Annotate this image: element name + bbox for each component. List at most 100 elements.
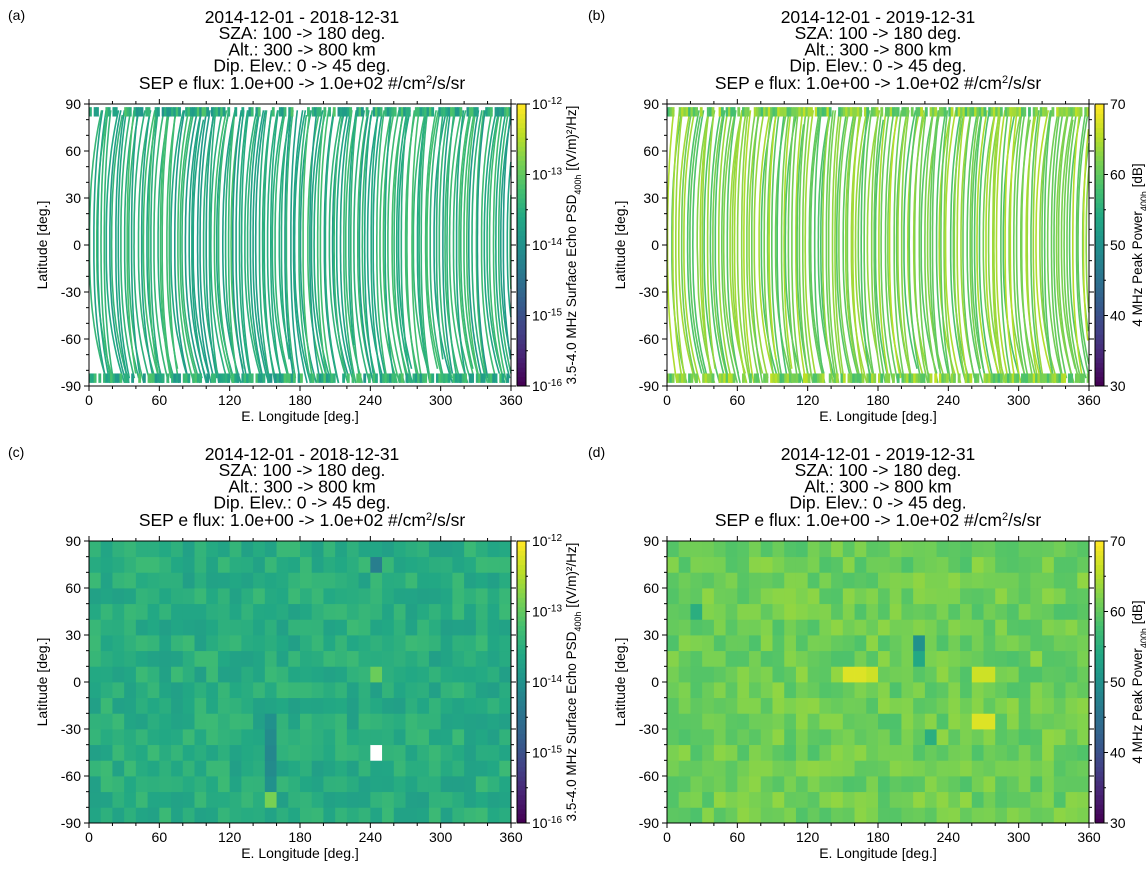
- heatmap-cell: [346, 541, 360, 558]
- polar-mark: [142, 373, 146, 383]
- heatmap-cell: [878, 556, 891, 573]
- heatmap-cell: [475, 572, 488, 589]
- heatmap-cell: [182, 619, 195, 636]
- heatmap-cell: [499, 744, 512, 761]
- heatmap-cell: [983, 776, 996, 793]
- heatmap-cell: [854, 588, 867, 605]
- heatmap-cell: [831, 572, 844, 589]
- heatmap-cell: [276, 650, 289, 667]
- heatmap-cell: [924, 666, 938, 683]
- heatmap-cell: [276, 682, 289, 699]
- polar-mark: [138, 107, 142, 117]
- y-tick-label: 60: [65, 580, 81, 596]
- polar-mark: [906, 107, 909, 117]
- track-mark: [701, 110, 713, 384]
- heatmap-cell: [960, 635, 973, 652]
- heatmap-cell: [499, 713, 512, 730]
- polar-mark: [894, 107, 898, 117]
- track-mark: [753, 110, 769, 379]
- polar-mark: [765, 373, 769, 383]
- heatmap-cell: [795, 729, 809, 746]
- heatmap-cell: [901, 666, 914, 683]
- heatmap-cell: [889, 541, 902, 558]
- heatmap-cell: [1065, 541, 1078, 558]
- heatmap-cell: [1042, 760, 1055, 777]
- x-tick-label: 120: [796, 392, 820, 408]
- polar-mark: [859, 373, 863, 383]
- polar-mark: [896, 373, 900, 383]
- heatmap-cell: [346, 744, 360, 761]
- title-line: Alt.: 300 -> 800 km: [228, 39, 375, 59]
- heatmap-cell: [936, 635, 949, 652]
- heatmap-cell: [749, 776, 762, 793]
- heatmap-cell: [300, 791, 313, 808]
- heatmap-cell: [300, 635, 313, 652]
- track-mark: [224, 110, 237, 365]
- polar-mark: [1023, 373, 1027, 383]
- polar-mark: [112, 373, 116, 383]
- heatmap-cell: [854, 697, 867, 714]
- heatmap-cell: [276, 541, 289, 558]
- heatmap-cell: [878, 650, 891, 667]
- polar-mark: [1039, 373, 1043, 383]
- track-mark: [863, 110, 876, 384]
- track-mark: [103, 110, 114, 379]
- x-tick-label: 300: [429, 392, 453, 408]
- polar-mark: [217, 107, 221, 117]
- heatmap-cell: [276, 791, 289, 808]
- polar-mark: [140, 107, 144, 117]
- polar-mark: [349, 107, 353, 117]
- x-tick-label: 360: [499, 392, 523, 408]
- heatmap-cell: [440, 666, 453, 683]
- heatmap-cell: [382, 588, 395, 605]
- heatmap-cell: [147, 572, 160, 589]
- polar-mark: [732, 373, 736, 383]
- heatmap-cell: [440, 541, 453, 558]
- polar-mark: [138, 373, 142, 383]
- heatmap-cell: [1077, 697, 1090, 714]
- heatmap-cell: [1030, 744, 1043, 761]
- title-line: Alt.: 300 -> 800 km: [804, 39, 951, 59]
- heatmap-cell: [464, 666, 477, 683]
- colorbar-label: 4 MHz Peak Power400h [dB]: [1130, 163, 1146, 326]
- track-mark: [726, 110, 741, 384]
- polar-mark: [1077, 107, 1081, 117]
- colorbar-tick-label: 30: [1110, 815, 1126, 831]
- polar-mark: [175, 107, 179, 117]
- heatmap-cell: [772, 807, 785, 824]
- track-mark: [435, 110, 445, 360]
- heatmap-cell: [667, 697, 680, 714]
- heatmap-cell: [370, 713, 383, 730]
- polar-mark: [744, 107, 748, 117]
- y-tick-label: -60: [639, 768, 659, 784]
- heatmap-cell: [889, 697, 902, 714]
- polar-mark: [260, 373, 263, 383]
- polar-mark: [173, 107, 177, 117]
- heatmap-cell: [1018, 697, 1031, 714]
- heatmap-cell: [784, 541, 797, 558]
- heatmap-cell: [206, 541, 219, 558]
- heatmap-cell: [995, 744, 1008, 761]
- polar-mark: [802, 107, 806, 117]
- x-tick-label: 60: [730, 829, 746, 845]
- x-tick-label: 120: [218, 392, 242, 408]
- heatmap-cell: [311, 682, 324, 699]
- heatmap-cell: [842, 760, 855, 777]
- polar-mark: [407, 107, 411, 117]
- polar-mark: [262, 373, 266, 383]
- polar-mark: [1077, 373, 1081, 383]
- heatmap-cell: [678, 541, 691, 558]
- heatmap-cell: [89, 666, 102, 683]
- heatmap-cell: [948, 635, 961, 652]
- polar-mark: [1023, 107, 1027, 117]
- heatmap-cell: [960, 541, 973, 558]
- polar-mark: [171, 107, 174, 117]
- heatmap-cell: [948, 603, 961, 620]
- heatmap-cell: [241, 588, 254, 605]
- heatmap-cell: [358, 744, 371, 761]
- track-mark: [483, 110, 501, 374]
- heatmap-cell: [428, 588, 442, 605]
- heatmap-cell: [323, 807, 336, 824]
- heatmap-cell: [819, 556, 832, 573]
- heatmap-cell: [713, 791, 727, 808]
